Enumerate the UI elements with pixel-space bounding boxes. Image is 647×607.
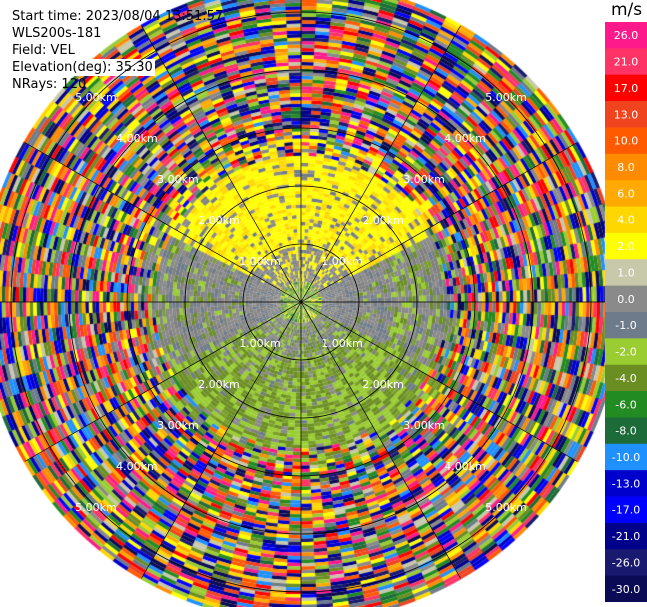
colorbar-tick-11: -1.0 (615, 319, 636, 332)
colorbar-swatch-20 (605, 549, 647, 577)
colorbar-tick-6: 6.0 (617, 187, 635, 200)
colorbar-swatch-14 (605, 391, 647, 418)
colorbar-tick-20: -26.0 (612, 556, 640, 569)
start-time-label: Start time: 2023/08/04 13:51:57 (12, 9, 224, 24)
colorbar-swatch-21 (605, 575, 647, 602)
colorbar-swatch-8 (605, 232, 647, 260)
colorbar-tick-13: -4.0 (615, 372, 636, 385)
colorbar-tick-7: 4.0 (617, 214, 635, 227)
colorbar-tick-8: 2.0 (617, 240, 635, 253)
colorbar-tick-16: -10.0 (612, 451, 640, 464)
colorbar-swatch-4 (605, 127, 647, 155)
colorbar-swatch-16 (605, 443, 647, 471)
colorbar-swatch-17 (605, 470, 647, 498)
colorbar-swatch-3 (605, 101, 647, 128)
colorbar-tick-3: 13.0 (614, 108, 639, 121)
colorbar-swatch-1 (605, 48, 647, 76)
colorbar-swatch-10 (605, 285, 647, 313)
colorbar-swatch-7 (605, 206, 647, 234)
colorbar-tick-19: -21.0 (612, 530, 640, 543)
colorbar-tick-15: -8.0 (615, 425, 636, 438)
colorbar-swatch-18 (605, 496, 647, 524)
colorbar-tick-9: 1.0 (617, 266, 635, 279)
colorbar-tick-1: 21.0 (614, 56, 639, 69)
colorbar-tick-14: -6.0 (615, 398, 636, 411)
colorbar-swatch-15 (605, 417, 647, 445)
colorbar-tick-10: 0.0 (617, 293, 635, 306)
colorbar-tick-4: 10.0 (614, 135, 639, 148)
colorbar-swatch-19 (605, 522, 647, 550)
colorbar-swatch-12 (605, 338, 647, 366)
colorbar-unit-label: m/s (611, 0, 643, 20)
nrays-label: NRays: 120 (12, 77, 87, 92)
colorbar-tick-0: 26.0 (614, 29, 639, 42)
instrument-label: WLS200s-181 (12, 26, 102, 41)
field-label: Field: VEL (12, 43, 75, 58)
colorbar-swatch-5 (605, 153, 647, 181)
colorbar-swatch-11 (605, 312, 647, 339)
elevation-label: Elevation(deg): 35.30 (12, 59, 155, 76)
colorbar-swatch-2 (605, 74, 647, 102)
colorbar-tick-17: -13.0 (612, 477, 640, 490)
colorbar: 26.0 21.0 17.0 13.0 10.0 8.0 6.0 4.0 2.0 1.0 0.0 -1… (605, 22, 647, 602)
colorbar-tick-5: 8.0 (617, 161, 635, 174)
colorbar-swatch-13 (605, 364, 647, 392)
colorbar-tick-18: -17.0 (612, 504, 640, 517)
colorbar-swatch-6 (605, 180, 647, 208)
colorbar-swatch-9 (605, 259, 647, 287)
colorbar-tick-2: 17.0 (614, 82, 639, 95)
colorbar-swatch-0 (605, 22, 647, 49)
colorbar-tick-21: -30.0 (612, 583, 640, 596)
colorbar-tick-12: -2.0 (615, 346, 636, 359)
